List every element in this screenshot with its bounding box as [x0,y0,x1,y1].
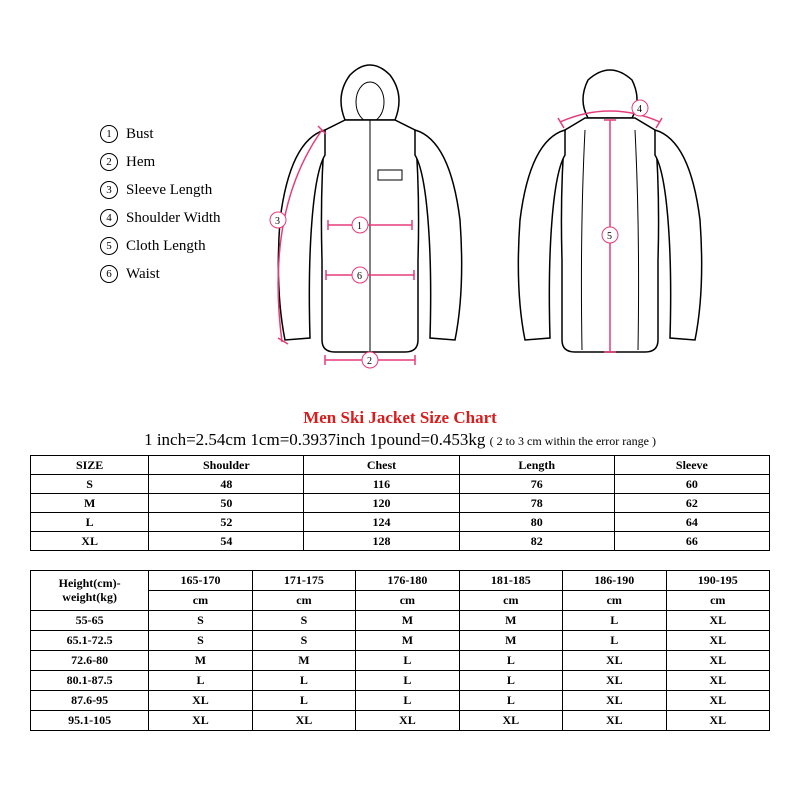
col-size: SIZE [31,456,149,475]
marker-waist: 6 [357,271,362,282]
col-sleeve: Sleeve [614,456,769,475]
legend-label: Waist [126,260,160,288]
legend-item: 1 Bust [100,120,221,148]
table-header-row: Height(cm)-weight(kg) 165-170 171-175 17… [31,571,770,591]
measurement-legend: 1 Bust 2 Hem 3 Sleeve Length 4 Shoulder Widt… [100,120,221,288]
legend-item: 6 Waist [100,260,221,288]
table-row: S481167660 [31,475,770,494]
legend-item: 2 Hem [100,148,221,176]
col-length: Length [459,456,614,475]
marker-bust: 1 [357,221,362,232]
marker-sleeve: 3 [275,216,280,227]
table-header-row: SIZE Shoulder Chest Length Sleeve [31,456,770,475]
legend-number-icon: 1 [100,125,118,143]
table-row: 87.6-95XLLLLXLXL [31,691,770,711]
conversion-main: 1 inch=2.54cm 1cm=0.3937inch 1pound=0.45… [144,430,485,449]
legend-label: Cloth Length [126,232,206,260]
marker-hem: 2 [367,356,372,367]
table-row: XL541288266 [31,532,770,551]
legend-item: 3 Sleeve Length [100,176,221,204]
table-row: 80.1-87.5LLLLXLXL [31,671,770,691]
legend-label: Bust [126,120,154,148]
col-height-weight: Height(cm)-weight(kg) [31,571,149,611]
jacket-front-diagram: 1 6 2 3 [260,60,480,370]
table-row: M501207862 [31,494,770,513]
table-row: L521248064 [31,513,770,532]
legend-item: 4 Shoulder Width [100,204,221,232]
legend-number-icon: 2 [100,153,118,171]
legend-label: Shoulder Width [126,204,221,232]
legend-number-icon: 5 [100,237,118,255]
table-row: 72.6-80MMLLXLXL [31,651,770,671]
conversion-error-range: ( 2 to 3 cm within the error range ) [490,434,656,448]
marker-shoulder: 4 [637,104,642,115]
fit-recommendation-table: Height(cm)-weight(kg) 165-170 171-175 17… [30,570,770,731]
table-row: 65.1-72.5SSMMLXL [31,631,770,651]
legend-item: 5 Cloth Length [100,232,221,260]
jacket-back-diagram: 4 5 [500,60,720,370]
legend-label: Hem [126,148,155,176]
col-shoulder: Shoulder [149,456,304,475]
legend-number-icon: 3 [100,181,118,199]
chart-title: Men Ski Jacket Size Chart [0,408,800,428]
table-row: 95.1-105XLXLXLXLXLXL [31,711,770,731]
legend-number-icon: 6 [100,265,118,283]
marker-length: 5 [607,231,612,242]
conversion-note: 1 inch=2.54cm 1cm=0.3937inch 1pound=0.45… [0,430,800,450]
size-table: SIZE Shoulder Chest Length Sleeve S48116… [30,455,770,551]
col-chest: Chest [304,456,459,475]
legend-number-icon: 4 [100,209,118,227]
table-row: 55-65SSMMLXL [31,611,770,631]
legend-label: Sleeve Length [126,176,212,204]
